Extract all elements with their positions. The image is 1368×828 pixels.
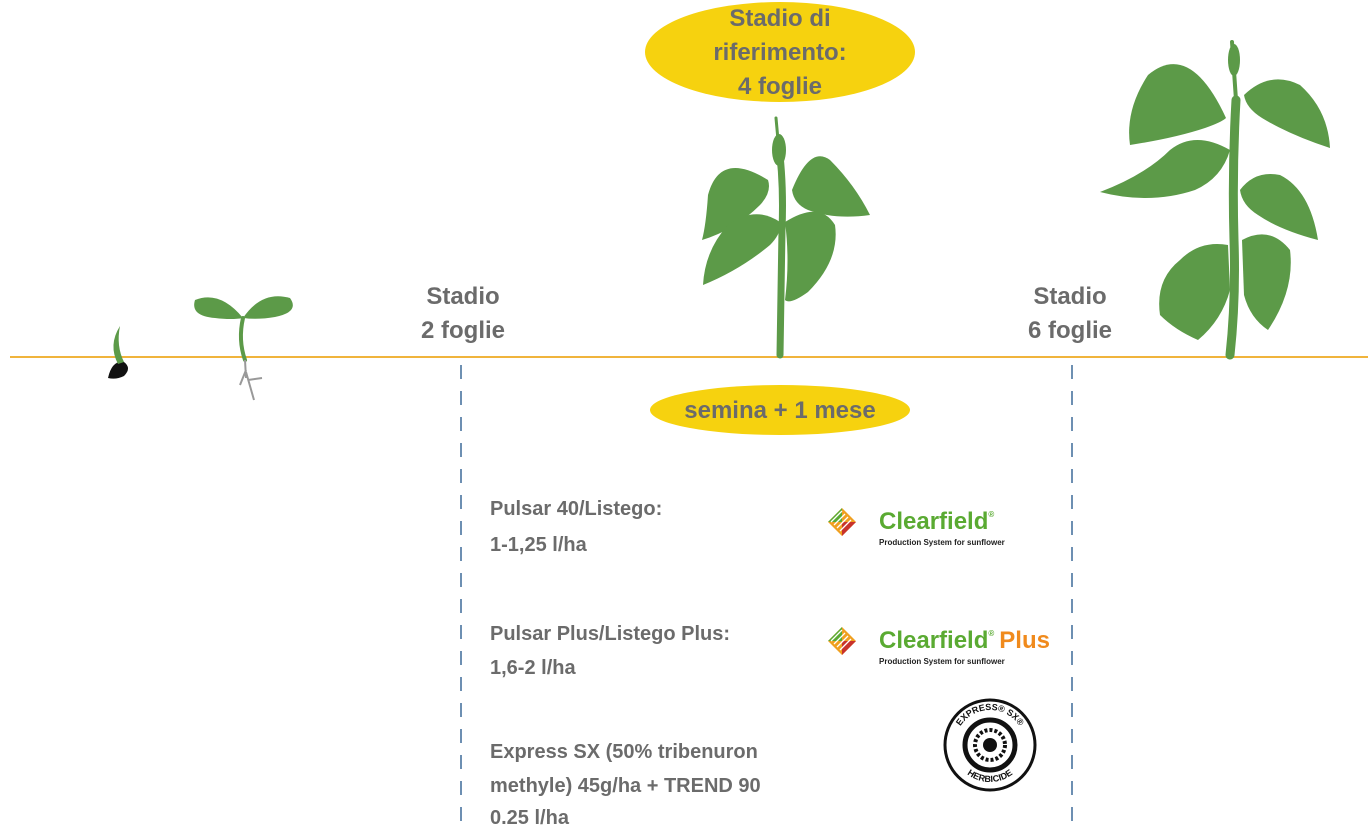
seedling [194,296,293,400]
reference-stage-label: Stadio di [729,5,830,32]
clearfield-plus-logo: Clearfield® Plus Production System for su… [828,627,1050,666]
stage-label: Stadio [1033,283,1106,310]
logo-tagline: Production System for sunflower [879,657,1005,666]
seed [108,326,128,379]
treatment-text: Express SX (50% tribenuron [490,741,758,763]
reference-stage-label: 4 foglie [738,73,822,100]
stage-label: 6 foglie [1028,317,1112,344]
logo-tagline: Production System for sunflower [879,538,1005,547]
stage-label: 2 foglie [421,317,505,344]
clearfield-logo: Clearfield® Production System for sunflo… [828,508,1005,547]
stage-label: Stadio [426,283,499,310]
logo-registered: ® [988,629,994,638]
treatment-text: 0.25 l/ha [490,807,570,828]
logo-name: Clearfield [879,508,988,535]
plant-6-leaves [1100,42,1330,355]
timing-label: semina + 1 mese [684,397,875,424]
logo-name: Clearfield [879,627,988,654]
reference-stage-label: riferimento: [713,39,846,66]
logo-registered: ® [988,510,994,519]
diagram: Stadio di riferimento: 4 foglie Stadio 2… [0,0,1368,828]
logo-name: Clearfield® Plus [879,627,1050,654]
treatment-text: 1,6-2 l/ha [490,657,576,679]
plant-4-leaves [702,118,870,355]
express-logo: EXPRESS® SX® HERBICIDE [945,700,1035,790]
treatment-text: 1-1,25 l/ha [490,534,588,556]
treatment-text: Pulsar Plus/Listego Plus: [490,623,730,645]
treatment-text: Pulsar 40/Listego: [490,498,662,520]
treatment-text: methyle) 45g/ha + TREND 90 [490,775,761,797]
logo-suffix: Plus [999,627,1050,654]
logo-name: Clearfield® [879,508,994,535]
